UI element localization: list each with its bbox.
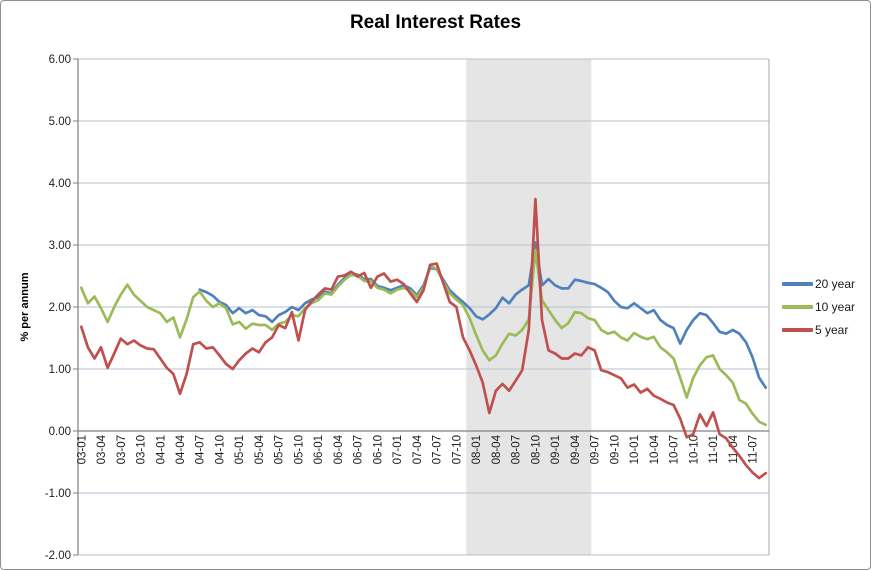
y-tick-labels: 6.00 5.00 4.00 3.00 2.00 1.00 0.00 -1.00 -2.00 bbox=[45, 54, 71, 562]
x-tick-labels: 03-01 03-04 03-07 03-10 04-01 04-04 04-07 04-10… bbox=[76, 434, 759, 464]
y-tick-label: 6.00 bbox=[49, 54, 71, 66]
x-tick-label: 08-04 bbox=[491, 434, 503, 464]
legend-line-10-year bbox=[782, 305, 813, 309]
y-axis-title: % per annum bbox=[19, 272, 31, 342]
x-tick-label: 09-04 bbox=[570, 434, 582, 464]
y-tick-label: 1.00 bbox=[49, 364, 71, 376]
x-tick-label: 09-10 bbox=[609, 435, 621, 464]
x-tick-label: 04-10 bbox=[214, 435, 226, 464]
y-tick-label: 3.00 bbox=[49, 240, 71, 252]
x-tick-label: 09-07 bbox=[590, 435, 602, 464]
x-tick-label: 05-01 bbox=[234, 435, 246, 464]
x-tick-label: 05-10 bbox=[293, 435, 305, 464]
y-tick-label: -2.00 bbox=[45, 550, 71, 562]
y-tick-label: -1.00 bbox=[45, 488, 71, 500]
x-tick-label: 10-10 bbox=[688, 435, 700, 464]
y-tick-label: 2.00 bbox=[49, 302, 71, 314]
x-tick-label: 04-04 bbox=[175, 434, 187, 464]
x-tick-label: 08-01 bbox=[471, 435, 483, 464]
series-line-5-year bbox=[79, 197, 768, 480]
x-tick-label: 11-07 bbox=[748, 435, 760, 464]
x-tick-label: 07-07 bbox=[432, 435, 444, 464]
legend-label-5-year: 5 year bbox=[815, 323, 849, 337]
x-tick-label: 04-01 bbox=[155, 435, 167, 464]
y-tick-label: 0.00 bbox=[49, 426, 71, 438]
legend-label-20-year: 20 year bbox=[815, 277, 856, 291]
x-tick-label: 03-07 bbox=[116, 435, 128, 464]
x-tick-label: 08-07 bbox=[511, 435, 523, 464]
y-tick-label: 5.00 bbox=[49, 116, 71, 128]
x-tick-label: 11-01 bbox=[708, 435, 720, 464]
x-tick-label: 05-04 bbox=[254, 434, 266, 464]
x-tick-label: 10-04 bbox=[649, 434, 661, 464]
axes bbox=[73, 58, 769, 556]
legend-label-10-year: 10 year bbox=[815, 300, 856, 314]
x-tick-label: 04-07 bbox=[195, 435, 207, 464]
x-tick-label: 06-07 bbox=[353, 435, 365, 464]
legend: 20 year 10 year 5 year bbox=[782, 277, 855, 337]
x-tick-label: 10-01 bbox=[629, 435, 641, 464]
x-tick-label: 07-04 bbox=[412, 434, 424, 464]
gridlines bbox=[78, 58, 769, 556]
legend-item-20-year: 20 year bbox=[782, 277, 855, 291]
x-tick-label: 06-10 bbox=[372, 435, 384, 464]
x-tick-label: 09-01 bbox=[550, 435, 562, 464]
y-tick-label: 4.00 bbox=[49, 178, 71, 190]
x-tick-label: 06-01 bbox=[313, 435, 325, 464]
x-tick-label: 03-04 bbox=[96, 434, 108, 464]
chart-title: Real Interest Rates bbox=[349, 12, 522, 33]
x-tick-label: 10-07 bbox=[669, 435, 681, 464]
x-tick-label: 03-01 bbox=[76, 435, 88, 464]
legend-item-5-year: 5 year bbox=[782, 323, 855, 337]
series-line-10-year bbox=[79, 248, 768, 427]
x-tick-label: 06-04 bbox=[333, 434, 345, 464]
x-tick-label: 05-07 bbox=[274, 435, 286, 464]
legend-line-20-year bbox=[782, 282, 813, 286]
series-line-20-year bbox=[198, 241, 768, 389]
x-tick-label: 08-10 bbox=[530, 435, 542, 464]
x-tick-label: 03-10 bbox=[136, 435, 148, 464]
legend-item-10-year: 10 year bbox=[782, 300, 855, 314]
x-tick-label: 07-01 bbox=[392, 435, 404, 464]
x-tick-label: 07-10 bbox=[451, 435, 463, 464]
legend-line-5-year bbox=[782, 328, 813, 332]
